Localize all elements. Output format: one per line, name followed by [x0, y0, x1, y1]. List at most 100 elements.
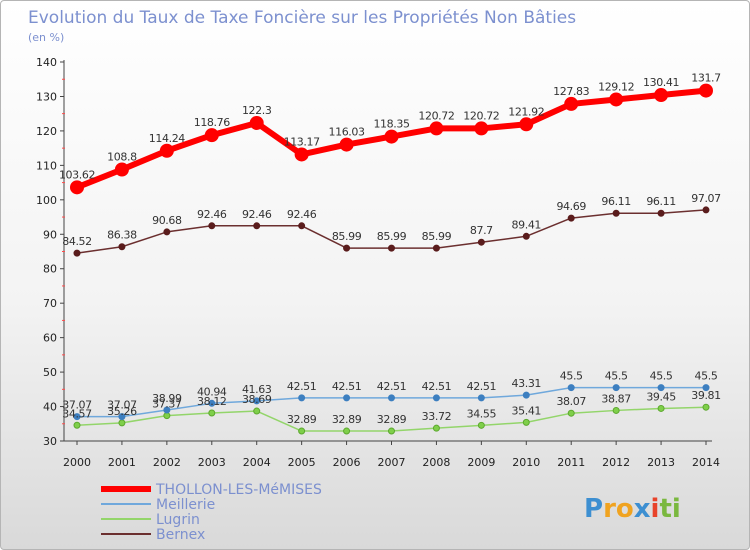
x-tick-label: 2004 [243, 456, 271, 469]
data-label: 92.46 [197, 208, 227, 221]
data-point [477, 394, 485, 402]
x-tick-label: 2014 [692, 456, 720, 469]
data-point [567, 214, 575, 222]
data-label: 85.99 [332, 230, 362, 243]
logo-letter: P [584, 494, 603, 524]
data-point [204, 128, 219, 143]
logo-letter: o [616, 494, 634, 524]
x-tick-label: 2008 [422, 456, 450, 469]
data-point [249, 115, 264, 130]
y-tick-label: 110 [36, 159, 57, 172]
data-label: 37.07 [107, 399, 137, 412]
data-label: 38.99 [152, 392, 182, 405]
data-point [567, 409, 575, 417]
x-tick-label: 2003 [198, 456, 226, 469]
data-point [163, 228, 171, 236]
data-point [163, 406, 171, 414]
data-label: 85.99 [377, 230, 407, 243]
series-2 [73, 403, 710, 435]
data-label: 96.11 [646, 195, 676, 208]
data-point [159, 143, 174, 158]
data-point [343, 244, 351, 252]
data-label: 34.55 [467, 407, 497, 420]
y-tick-label: 50 [43, 366, 57, 379]
data-label: 45.5 [605, 370, 628, 383]
series-1 [73, 384, 710, 421]
data-label: 92.46 [242, 208, 272, 221]
logo-letter: i [672, 494, 681, 524]
legend-label: Bernex [156, 527, 205, 543]
data-label: 120.72 [418, 109, 454, 122]
data-point [70, 180, 84, 195]
data-point [388, 244, 395, 252]
data-label: 129.12 [598, 80, 634, 93]
data-label: 35.26 [107, 405, 137, 418]
data-point [477, 421, 485, 429]
data-label: 42.51 [332, 380, 362, 393]
data-point [702, 206, 710, 214]
data-point [253, 222, 261, 230]
chart-subtitle: (en %) [28, 31, 64, 44]
data-point [73, 421, 81, 429]
x-tick-label: 2006 [333, 456, 361, 469]
data-label: 127.83 [553, 85, 589, 98]
data-label: 42.51 [377, 380, 407, 393]
y-tick-label: 40 [43, 401, 57, 414]
data-label: 118.76 [194, 116, 230, 129]
data-label: 90.68 [152, 214, 182, 227]
labels-2: 34.57 35.26 37.37 38.12 38.69 32.89 32.89 32.89… [62, 389, 721, 426]
data-label: 32.89 [287, 413, 317, 426]
data-point [522, 232, 530, 240]
y-tick-label: 80 [43, 263, 57, 276]
x-tick-label: 2002 [153, 456, 181, 469]
y-tick-label: 140 [36, 56, 57, 69]
y-tick-label: 100 [36, 194, 57, 207]
data-point [477, 238, 485, 246]
x-tick-label: 2000 [63, 456, 91, 469]
data-label: 39.81 [691, 389, 721, 402]
data-point [522, 391, 530, 399]
data-point [208, 399, 216, 407]
data-label: 121.92 [508, 105, 544, 118]
data-label: 130.41 [643, 76, 679, 89]
data-point [388, 427, 395, 435]
data-label: 96.11 [601, 195, 631, 208]
y-tick-label: 60 [43, 332, 57, 345]
data-point [384, 129, 399, 144]
data-point [612, 384, 620, 392]
x-tick-label: 2001 [108, 456, 136, 469]
data-point [294, 147, 309, 162]
series-0 [70, 83, 713, 195]
data-label: 39.45 [646, 390, 676, 403]
data-label: 42.51 [287, 380, 317, 393]
data-label: 85.99 [422, 230, 452, 243]
y-tick-label: 120 [36, 125, 57, 138]
data-point [519, 117, 534, 132]
data-label: 89.41 [512, 218, 542, 231]
logo-letter: r [603, 494, 616, 524]
x-tick-label: 2012 [602, 456, 630, 469]
x-tick-label: 2005 [288, 456, 316, 469]
data-label: 97.07 [691, 192, 721, 205]
series-3 [73, 206, 710, 257]
data-label: 38.12 [197, 395, 227, 408]
data-point [657, 404, 665, 412]
data-label: 32.89 [332, 413, 362, 426]
proxiti-logo: Proxiti [584, 494, 681, 524]
x-tick-label: 2013 [647, 456, 675, 469]
data-point [73, 249, 81, 257]
data-label: 131.7 [691, 72, 721, 85]
data-label: 38.87 [601, 392, 631, 405]
data-label: 108.8 [107, 150, 137, 163]
data-label: 41.63 [242, 383, 272, 396]
logo-letter: i [651, 494, 660, 524]
data-point [429, 121, 444, 136]
y-tick-label: 90 [43, 228, 57, 241]
data-label: 37.07 [62, 399, 92, 412]
y-tick-label: 30 [43, 435, 57, 448]
data-point [298, 222, 306, 230]
data-point [432, 394, 440, 402]
